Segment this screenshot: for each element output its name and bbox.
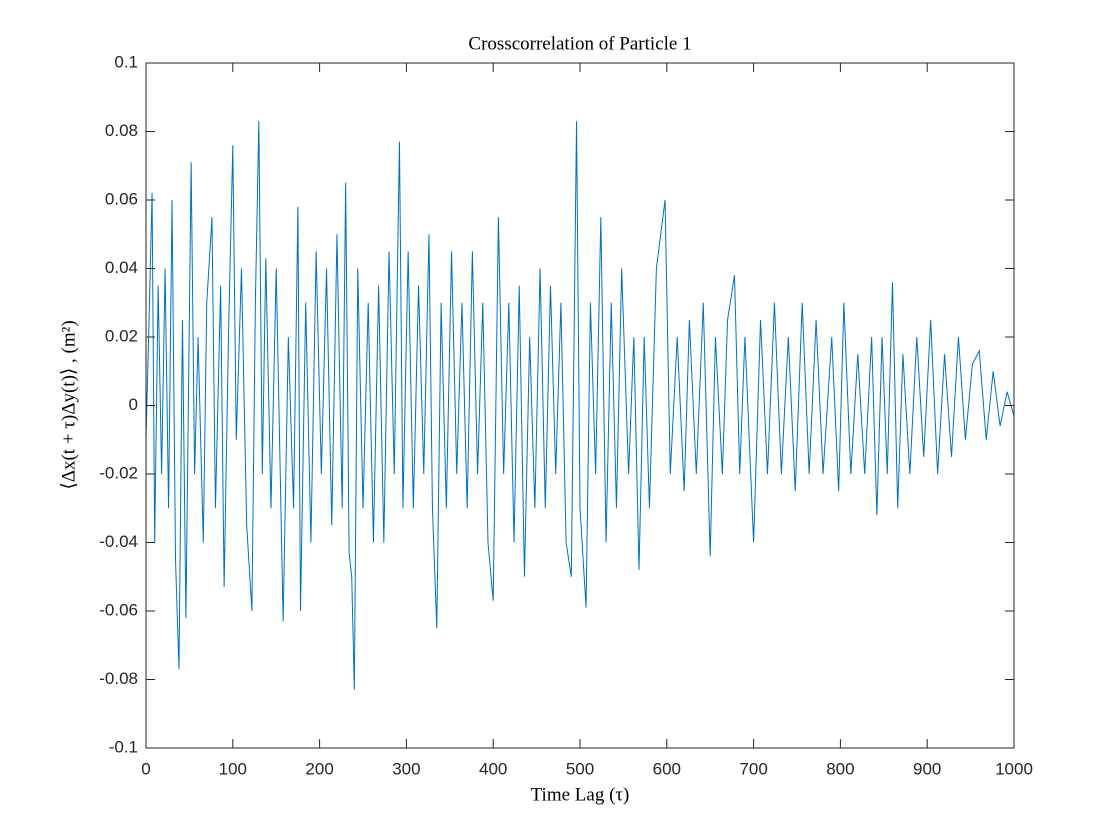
y-axis-label: ⟨Δx(t + τ)Δy(t)⟩ , (m²) [58,320,79,489]
x-tick-label: 1000 [995,759,1033,778]
x-tick-label: 0 [141,759,150,778]
y-tick-label: -0.08 [99,669,138,688]
x-tick-label: 900 [913,759,941,778]
data-line [145,121,1015,690]
y-tick-label: -0.06 [99,600,138,619]
x-tick-label: 100 [219,759,247,778]
y-tick-label: 0.04 [105,258,138,277]
x-tick-label: 700 [739,759,767,778]
y-tick-label: 0.08 [105,121,138,140]
x-tick-label: 500 [566,759,594,778]
x-tick-label: 300 [392,759,420,778]
y-tick-label: 0 [129,395,138,414]
x-axis-label: Time Lag (τ) [531,784,630,805]
x-tick-label: 400 [479,759,507,778]
x-tick-label: 600 [653,759,681,778]
x-tick-label: 200 [305,759,333,778]
y-tick-label: -0.04 [99,532,138,551]
y-tick-label: 0.02 [105,326,138,345]
x-tick-label: 800 [826,759,854,778]
plot-area [146,63,1014,748]
y-tick-label: 0.1 [114,52,138,71]
y-tick-label: -0.02 [99,463,138,482]
y-tick-label: 0.06 [105,189,138,208]
chart-title: Crosscorrelation of Particle 1 [468,33,691,54]
y-tick-label: -0.1 [109,737,138,756]
